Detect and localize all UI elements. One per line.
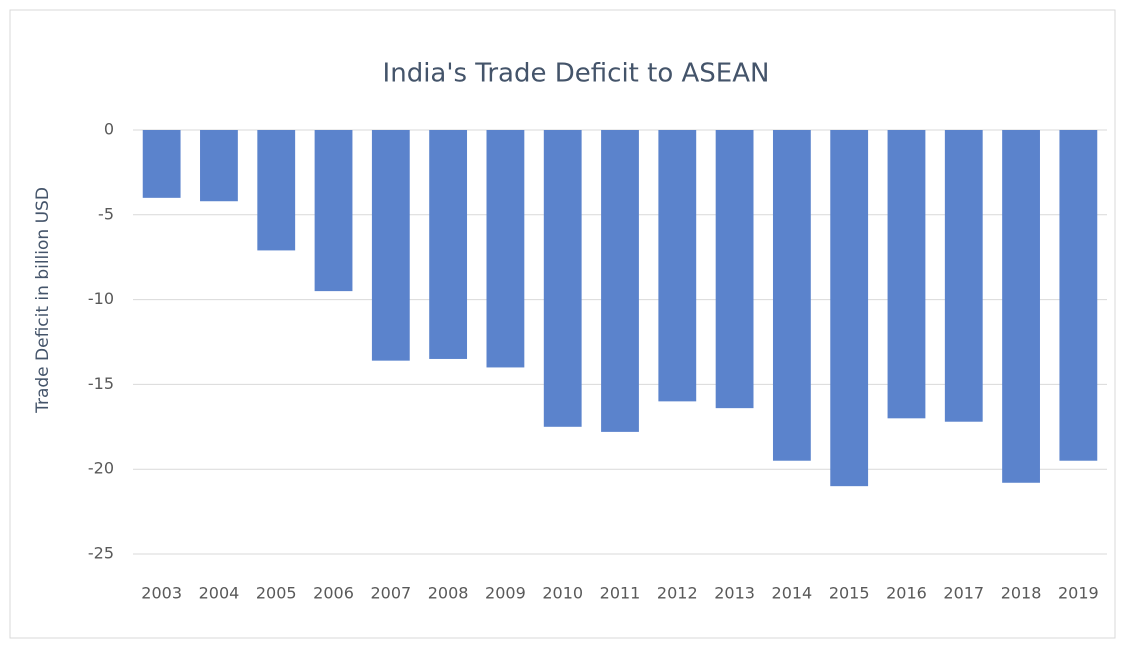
bar [658, 130, 697, 402]
bar [142, 130, 181, 198]
y-tick-label: -20 [88, 459, 114, 478]
bar [543, 130, 582, 427]
x-tick-label: 2014 [772, 584, 813, 603]
x-tick-label: 2011 [600, 584, 641, 603]
x-tick-label: 2004 [199, 584, 240, 603]
chart-title: India's Trade Deficit to ASEAN [383, 59, 770, 89]
x-tick-label: 2017 [943, 584, 984, 603]
bar [200, 130, 238, 202]
x-tick-label: 2012 [657, 584, 698, 603]
bar [887, 130, 926, 419]
x-tick-label: 2013 [714, 584, 755, 603]
x-tick-label: 2005 [256, 584, 297, 603]
y-tick-label: -5 [98, 204, 114, 223]
x-tick-label: 2010 [542, 584, 583, 603]
y-tick-label: -25 [88, 544, 114, 563]
bar [830, 130, 869, 487]
bar [371, 130, 410, 361]
x-tick-label: 2007 [370, 584, 411, 603]
bar [601, 130, 639, 432]
x-tick-label: 2016 [886, 584, 927, 603]
y-tick-label: 0 [104, 120, 114, 139]
bar [486, 130, 525, 368]
x-tick-label: 2019 [1058, 584, 1099, 603]
y-axis-title: Trade Deficit in billion USD [33, 187, 53, 414]
bar [1059, 130, 1098, 461]
x-tick-label: 2009 [485, 584, 526, 603]
x-tick-label: 2003 [141, 584, 182, 603]
x-tick-label: 2015 [829, 584, 870, 603]
bar [944, 130, 983, 422]
x-tick-label: 2008 [428, 584, 469, 603]
bar [257, 130, 296, 251]
bar [715, 130, 754, 409]
y-tick-label: -10 [88, 289, 114, 308]
bar [314, 130, 353, 292]
x-tick-label: 2018 [1001, 584, 1042, 603]
x-tick-label: 2006 [313, 584, 354, 603]
y-tick-label: -15 [88, 374, 114, 393]
bar [1002, 130, 1040, 483]
bar [429, 130, 468, 359]
bar [772, 130, 811, 461]
